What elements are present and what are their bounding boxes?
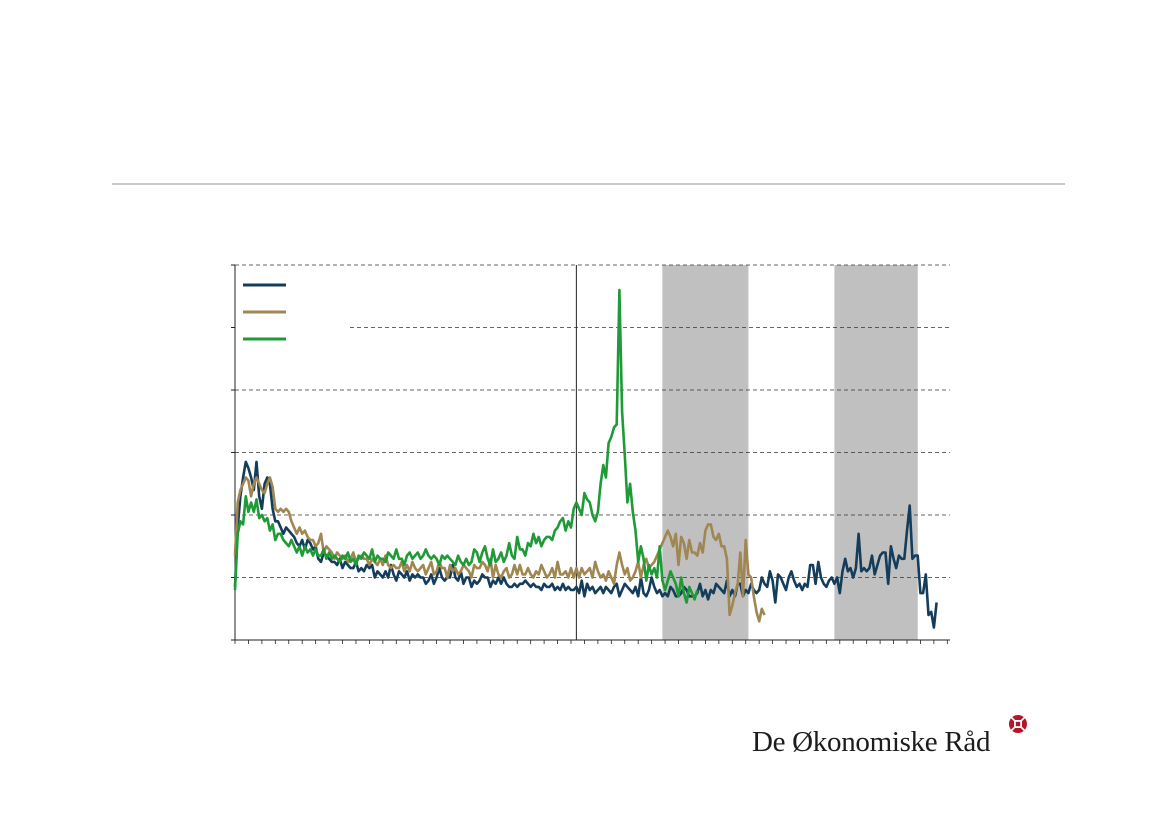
brand-name: De Økonomiske Råd bbox=[752, 726, 991, 758]
header-divider bbox=[112, 183, 1065, 185]
series-line-0 bbox=[233, 460, 938, 629]
brand-mark-icon bbox=[1009, 715, 1027, 733]
brand-logo: De Økonomiske Råd bbox=[752, 714, 1042, 764]
series-line-2 bbox=[233, 288, 699, 604]
